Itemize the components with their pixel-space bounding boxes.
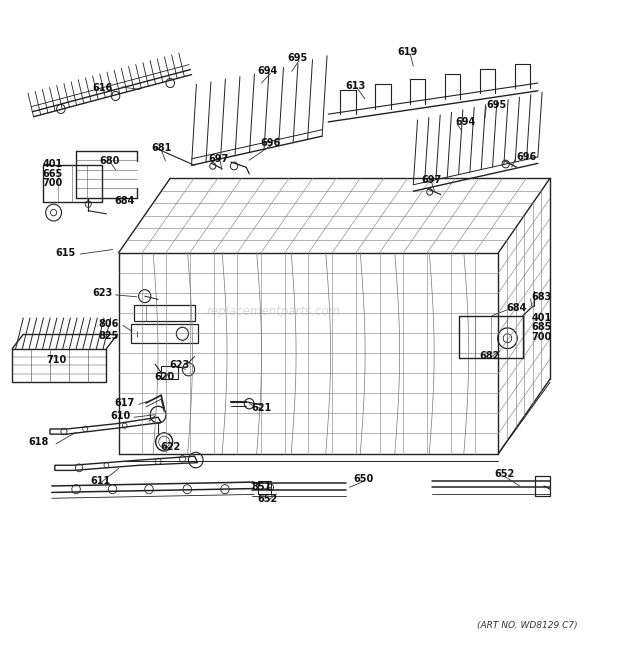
Text: 700: 700 bbox=[43, 178, 63, 188]
Text: 611: 611 bbox=[91, 476, 110, 486]
Text: 825: 825 bbox=[98, 330, 118, 340]
Text: replacementparts.com: replacementparts.com bbox=[206, 305, 340, 317]
Text: 615: 615 bbox=[56, 248, 76, 258]
Text: 695: 695 bbox=[486, 100, 507, 110]
Text: 652: 652 bbox=[257, 494, 278, 504]
Text: 623: 623 bbox=[92, 288, 112, 298]
Text: 694: 694 bbox=[456, 117, 476, 127]
Text: 616: 616 bbox=[92, 83, 112, 93]
Text: 683: 683 bbox=[532, 292, 552, 302]
Text: 610: 610 bbox=[110, 411, 131, 421]
Text: 681: 681 bbox=[151, 143, 171, 153]
Text: 695: 695 bbox=[288, 54, 308, 63]
Text: 617: 617 bbox=[115, 398, 135, 408]
Text: 697: 697 bbox=[209, 154, 229, 164]
Text: 806: 806 bbox=[98, 319, 118, 329]
Text: 650: 650 bbox=[353, 475, 374, 485]
Text: 618: 618 bbox=[29, 437, 49, 447]
Text: 684: 684 bbox=[507, 303, 526, 313]
Text: 682: 682 bbox=[479, 352, 500, 362]
Bar bbox=[259, 481, 270, 494]
Text: 700: 700 bbox=[532, 332, 552, 342]
Text: 851: 851 bbox=[251, 483, 272, 492]
Text: 622: 622 bbox=[160, 442, 180, 452]
Text: 680: 680 bbox=[99, 156, 120, 166]
Text: 652: 652 bbox=[494, 469, 515, 479]
Text: 623: 623 bbox=[169, 360, 190, 370]
Text: 665: 665 bbox=[43, 169, 63, 178]
Text: 684: 684 bbox=[115, 196, 135, 206]
Text: 694: 694 bbox=[257, 66, 278, 77]
Text: 696: 696 bbox=[516, 152, 537, 162]
Text: (ART NO. WD8129 C7): (ART NO. WD8129 C7) bbox=[477, 621, 577, 630]
Text: 613: 613 bbox=[345, 81, 366, 91]
Text: 710: 710 bbox=[46, 355, 66, 365]
Text: 697: 697 bbox=[422, 175, 441, 185]
Bar bbox=[131, 324, 198, 344]
Text: 685: 685 bbox=[532, 323, 552, 332]
Bar bbox=[161, 366, 178, 379]
Text: 401: 401 bbox=[532, 313, 552, 323]
Bar bbox=[535, 476, 550, 496]
Text: 401: 401 bbox=[43, 159, 63, 169]
Text: 696: 696 bbox=[260, 137, 281, 147]
Text: 620: 620 bbox=[154, 372, 174, 382]
Text: 621: 621 bbox=[251, 403, 272, 413]
Text: 619: 619 bbox=[397, 47, 417, 57]
Bar bbox=[134, 305, 195, 321]
